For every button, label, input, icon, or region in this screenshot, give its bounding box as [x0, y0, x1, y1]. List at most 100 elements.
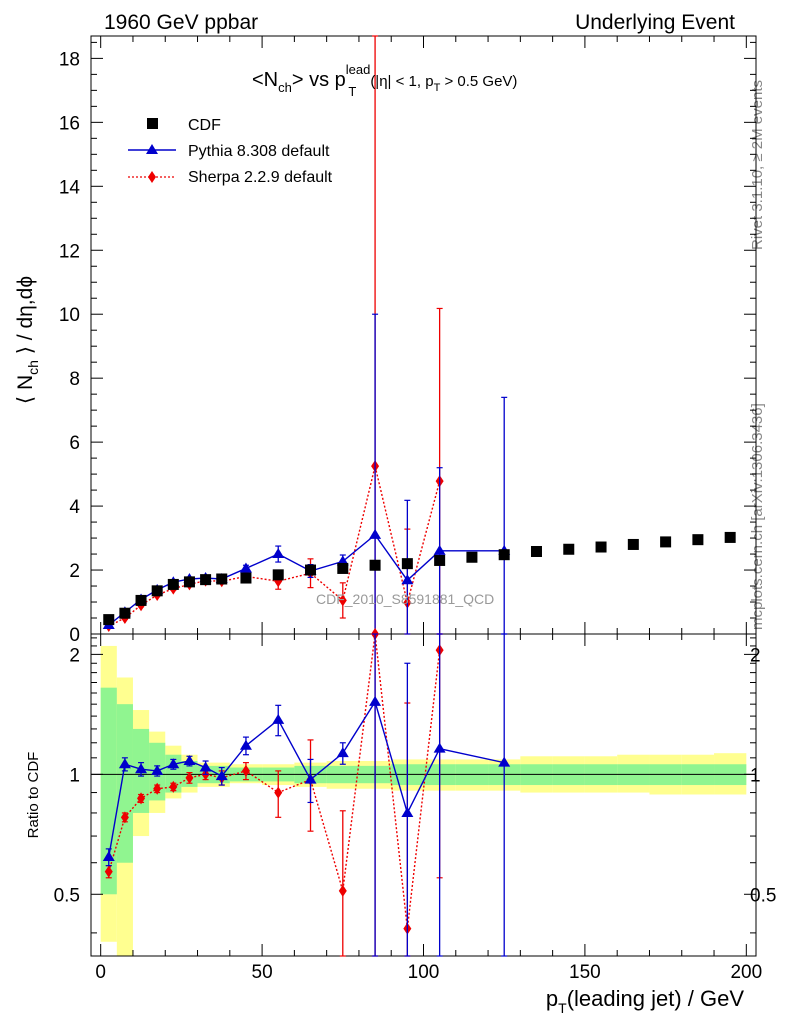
- pythia-line: [108, 533, 505, 626]
- pythia-marker: [401, 574, 414, 585]
- cdf-marker: [660, 536, 672, 548]
- cdf-marker: [337, 562, 349, 574]
- ratio-pythia-marker: [199, 761, 212, 772]
- main-y-tick-label: 18: [59, 49, 80, 70]
- ratio-band-green: [116, 704, 133, 863]
- cdf-marker: [466, 551, 478, 563]
- ratio-pythia-marker: [215, 770, 228, 781]
- header-analysis: Underlying Event: [575, 11, 735, 34]
- ratio-pythia-marker: [498, 756, 511, 767]
- main-y-tick-label: 16: [59, 113, 80, 134]
- x-axis-label: pT(leading jet) / GeV: [546, 986, 744, 1016]
- ratio-pythia-marker: [102, 851, 115, 862]
- pythia-marker: [272, 548, 285, 559]
- legend: CDF Pythia 8.308 default Sherpa 2.2.9 de…: [128, 117, 333, 186]
- ratio-pythia-marker: [183, 755, 196, 766]
- legend-marker-pythia: [146, 144, 158, 154]
- legend-label-sherpa: Sherpa 2.2.9 default: [188, 169, 333, 186]
- cdf-marker: [151, 585, 163, 597]
- cdf-marker: [240, 572, 252, 584]
- main-y-tick-label: 4: [69, 497, 80, 518]
- title-ch-sub: ch: [278, 80, 292, 95]
- pythia-marker: [336, 555, 349, 566]
- main-y-tick-label: 6: [69, 433, 80, 454]
- ratio-sherpa-marker: [241, 764, 250, 777]
- ylabel-ch: ch: [25, 360, 41, 375]
- cdf-marker: [563, 543, 575, 555]
- xlabel-end: (leading jet) / GeV: [567, 986, 745, 1011]
- title-vs: > vs p: [292, 69, 346, 91]
- main-y-tick-label: 0: [69, 625, 80, 646]
- title-cut-end: > 0.5 GeV): [440, 73, 517, 90]
- ratio-sherpa-marker: [169, 780, 178, 793]
- legend-label-cdf: CDF: [188, 117, 221, 134]
- cdf-marker: [305, 564, 317, 576]
- ratio-y-axis-label: Ratio to CDF: [25, 752, 42, 839]
- ratio-sherpa-marker: [153, 782, 162, 795]
- ratio-y-tick-label-right: 1: [750, 765, 761, 786]
- x-tick-label: 0: [95, 962, 106, 983]
- cdf-marker: [530, 545, 542, 557]
- legend-marker-sherpa: [148, 171, 156, 183]
- cdf-marker: [627, 538, 639, 550]
- ratio-sherpa-marker: [120, 811, 129, 824]
- ratio-pythia-line: [108, 700, 505, 858]
- cdf-marker: [200, 574, 212, 586]
- xlabel-p: p: [546, 986, 558, 1011]
- pythia-marker: [433, 544, 446, 555]
- sherpa-marker: [338, 594, 347, 607]
- x-tick-label: 200: [730, 962, 762, 983]
- ratio-sherpa-marker: [185, 771, 194, 784]
- pythia-marker: [369, 528, 382, 539]
- cdf-marker: [724, 531, 736, 543]
- ratio-pythia-marker: [401, 806, 414, 817]
- main-y-axis-label: ⟨ Nch ⟩ / dη,dϕ: [14, 276, 41, 404]
- ratio-pythia-marker: [336, 747, 349, 758]
- cdf-marker: [498, 549, 510, 561]
- main-y-tick-label: 14: [59, 177, 81, 198]
- ratio-sherpa-marker: [137, 792, 146, 805]
- title-cut: (|η| < 1, p: [370, 73, 433, 90]
- main-y-tick-label: 2: [69, 561, 80, 582]
- cdf-marker: [119, 607, 131, 619]
- ratio-pythia-marker: [272, 713, 285, 724]
- ylabel-end: ⟩ / dη,dϕ: [14, 276, 37, 360]
- mcplots-label: mcplots.cern.ch [arXiv:1306.3436]: [749, 403, 766, 630]
- cdf-marker: [183, 576, 195, 588]
- cdf-marker: [595, 541, 607, 553]
- rivet-version-label: Rivet 3.1.10, ≥ 2M events: [749, 80, 766, 250]
- main-y-tick-label: 12: [59, 241, 80, 262]
- ratio-band-green: [165, 754, 182, 793]
- ratio-sherpa-marker: [104, 865, 113, 878]
- xlabel-t: T: [558, 1000, 567, 1016]
- cdf-marker: [434, 554, 446, 566]
- ratio-pythia-marker: [167, 758, 180, 769]
- pythia-marker: [239, 562, 252, 573]
- ratio-pythia-marker: [239, 739, 252, 750]
- ratio-sherpa-marker: [338, 884, 347, 897]
- legend-marker-cdf: [147, 118, 158, 129]
- title-nch-open: <N: [252, 69, 278, 91]
- ratio-pythia-marker: [369, 695, 382, 706]
- title-t-sub: T: [348, 84, 356, 99]
- main-y-tick-label: 8: [69, 369, 80, 390]
- header-energy: 1960 GeV ppbar: [104, 11, 258, 34]
- ratio-pythia-marker: [151, 764, 164, 775]
- title-lead-sup: lead: [346, 62, 371, 77]
- title-cut-t: T: [434, 82, 441, 94]
- cdf-marker: [135, 594, 147, 606]
- cdf-marker: [167, 578, 179, 590]
- legend-label-pythia: Pythia 8.308 default: [188, 143, 330, 160]
- ratio-band-green: [100, 687, 117, 895]
- ratio-pythia-marker: [304, 773, 317, 784]
- ratio-y-tick-label: 2: [69, 645, 80, 666]
- main-y-tick-label: 10: [59, 305, 80, 326]
- x-tick-label: 150: [569, 962, 601, 983]
- x-tick-label: 50: [252, 962, 273, 983]
- cdf-marker: [272, 569, 284, 581]
- cdf-marker: [369, 559, 381, 571]
- cdf-marker: [216, 573, 228, 585]
- ratio-y-tick-label: 0.5: [54, 885, 80, 906]
- ratio-pythia-marker: [433, 742, 446, 753]
